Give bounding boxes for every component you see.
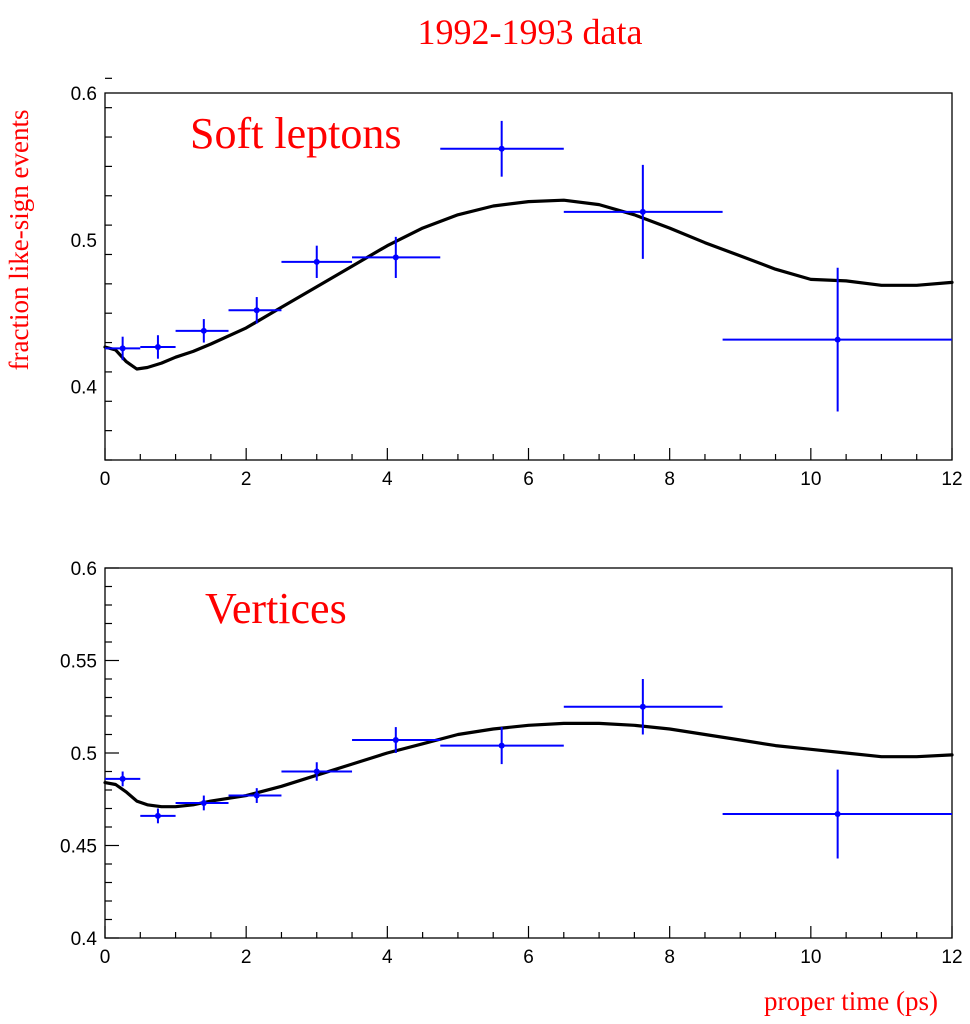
soft-leptons-x-tick-label: 0	[100, 469, 111, 490]
vertices-data-point	[352, 727, 441, 753]
vertices-x-tick-label: 4	[382, 947, 393, 968]
vertices-data-point	[228, 788, 282, 803]
soft-leptons-data-point	[563, 164, 723, 259]
soft-leptons-data-point	[105, 336, 141, 361]
point-marker	[253, 307, 260, 314]
soft-leptons-y-tick-label: 0.4	[71, 378, 98, 399]
vertices-y-tick-label: 0.55	[60, 652, 97, 673]
point-marker	[639, 208, 646, 215]
soft-leptons-x-tick-label: 12	[941, 469, 962, 490]
soft-leptons-x-tick-label: 10	[800, 469, 821, 490]
vertices-x-tick-label: 0	[100, 947, 111, 968]
figure-title: 1992-1993 data	[418, 12, 643, 52]
point-marker	[392, 254, 399, 261]
soft-leptons-x-tick-label: 6	[523, 469, 534, 490]
vertices-data-point	[140, 808, 176, 824]
point-marker	[313, 258, 320, 265]
soft-leptons-data-point	[722, 267, 952, 412]
soft-leptons-data-point	[281, 245, 353, 278]
vertices-data-point	[440, 727, 564, 765]
soft-leptons-fit-curve	[103, 198, 954, 371]
vertices-panel: 0 2 4 6 8 10 12 0.4 0.45 0.5 0.55 0.6 Vertices	[60, 559, 963, 968]
vertices-data-point	[175, 795, 229, 811]
point-marker	[498, 145, 505, 152]
point-marker	[154, 343, 161, 350]
point-marker	[834, 811, 841, 818]
point-marker	[119, 345, 126, 352]
vertices-x-tick-label: 12	[941, 947, 962, 968]
vertices-data-point	[281, 762, 353, 781]
vertices-x-tick-label: 2	[241, 947, 252, 968]
point-marker	[253, 792, 260, 799]
vertices-x-tick-label: 10	[800, 947, 821, 968]
vertices-y-tick-label: 0.6	[71, 559, 97, 580]
vertices-x-tick-label: 6	[523, 947, 534, 968]
soft-leptons-panel-label: Soft leptons	[190, 109, 401, 158]
vertices-panel-label: Vertices	[205, 584, 347, 633]
vertices-y-tick-label: 0.45	[60, 837, 97, 858]
point-marker	[313, 768, 320, 775]
point-marker	[200, 799, 207, 806]
point-marker	[639, 703, 646, 710]
vertices-data-point	[105, 771, 141, 787]
vertices-x-tick-label: 8	[664, 947, 675, 968]
point-marker	[154, 812, 161, 819]
point-marker	[834, 336, 841, 343]
vertices-data-point	[563, 679, 723, 735]
point-marker	[392, 737, 399, 744]
soft-leptons-y-tick-label: 0.6	[71, 84, 97, 105]
x-axis-label: proper time (ps)	[764, 986, 938, 1016]
soft-leptons-x-tick-label: 4	[382, 469, 393, 490]
soft-leptons-data-point	[175, 319, 229, 343]
y-axis-label: fraction like-sign events	[4, 110, 34, 371]
soft-leptons-panel: 0 2 4 6 8 10 12 0.4 0.5 0.6 Soft leptons	[71, 77, 963, 490]
soft-leptons-data-point	[352, 236, 441, 278]
point-marker	[200, 327, 207, 334]
soft-leptons-x-tick-label: 8	[664, 469, 675, 490]
vertices-y-tick-label: 0.4	[71, 929, 98, 950]
soft-leptons-data-point	[440, 120, 564, 177]
point-marker	[119, 775, 126, 782]
vertices-data-point	[722, 769, 952, 859]
soft-leptons-data-point	[228, 297, 282, 324]
soft-leptons-y-tick-label: 0.5	[71, 231, 97, 252]
vertices-fit-curve	[103, 721, 954, 809]
point-marker	[498, 742, 505, 749]
soft-leptons-x-tick-label: 2	[241, 469, 252, 490]
soft-leptons-data-point	[140, 335, 176, 359]
vertices-y-tick-label: 0.5	[71, 744, 97, 765]
